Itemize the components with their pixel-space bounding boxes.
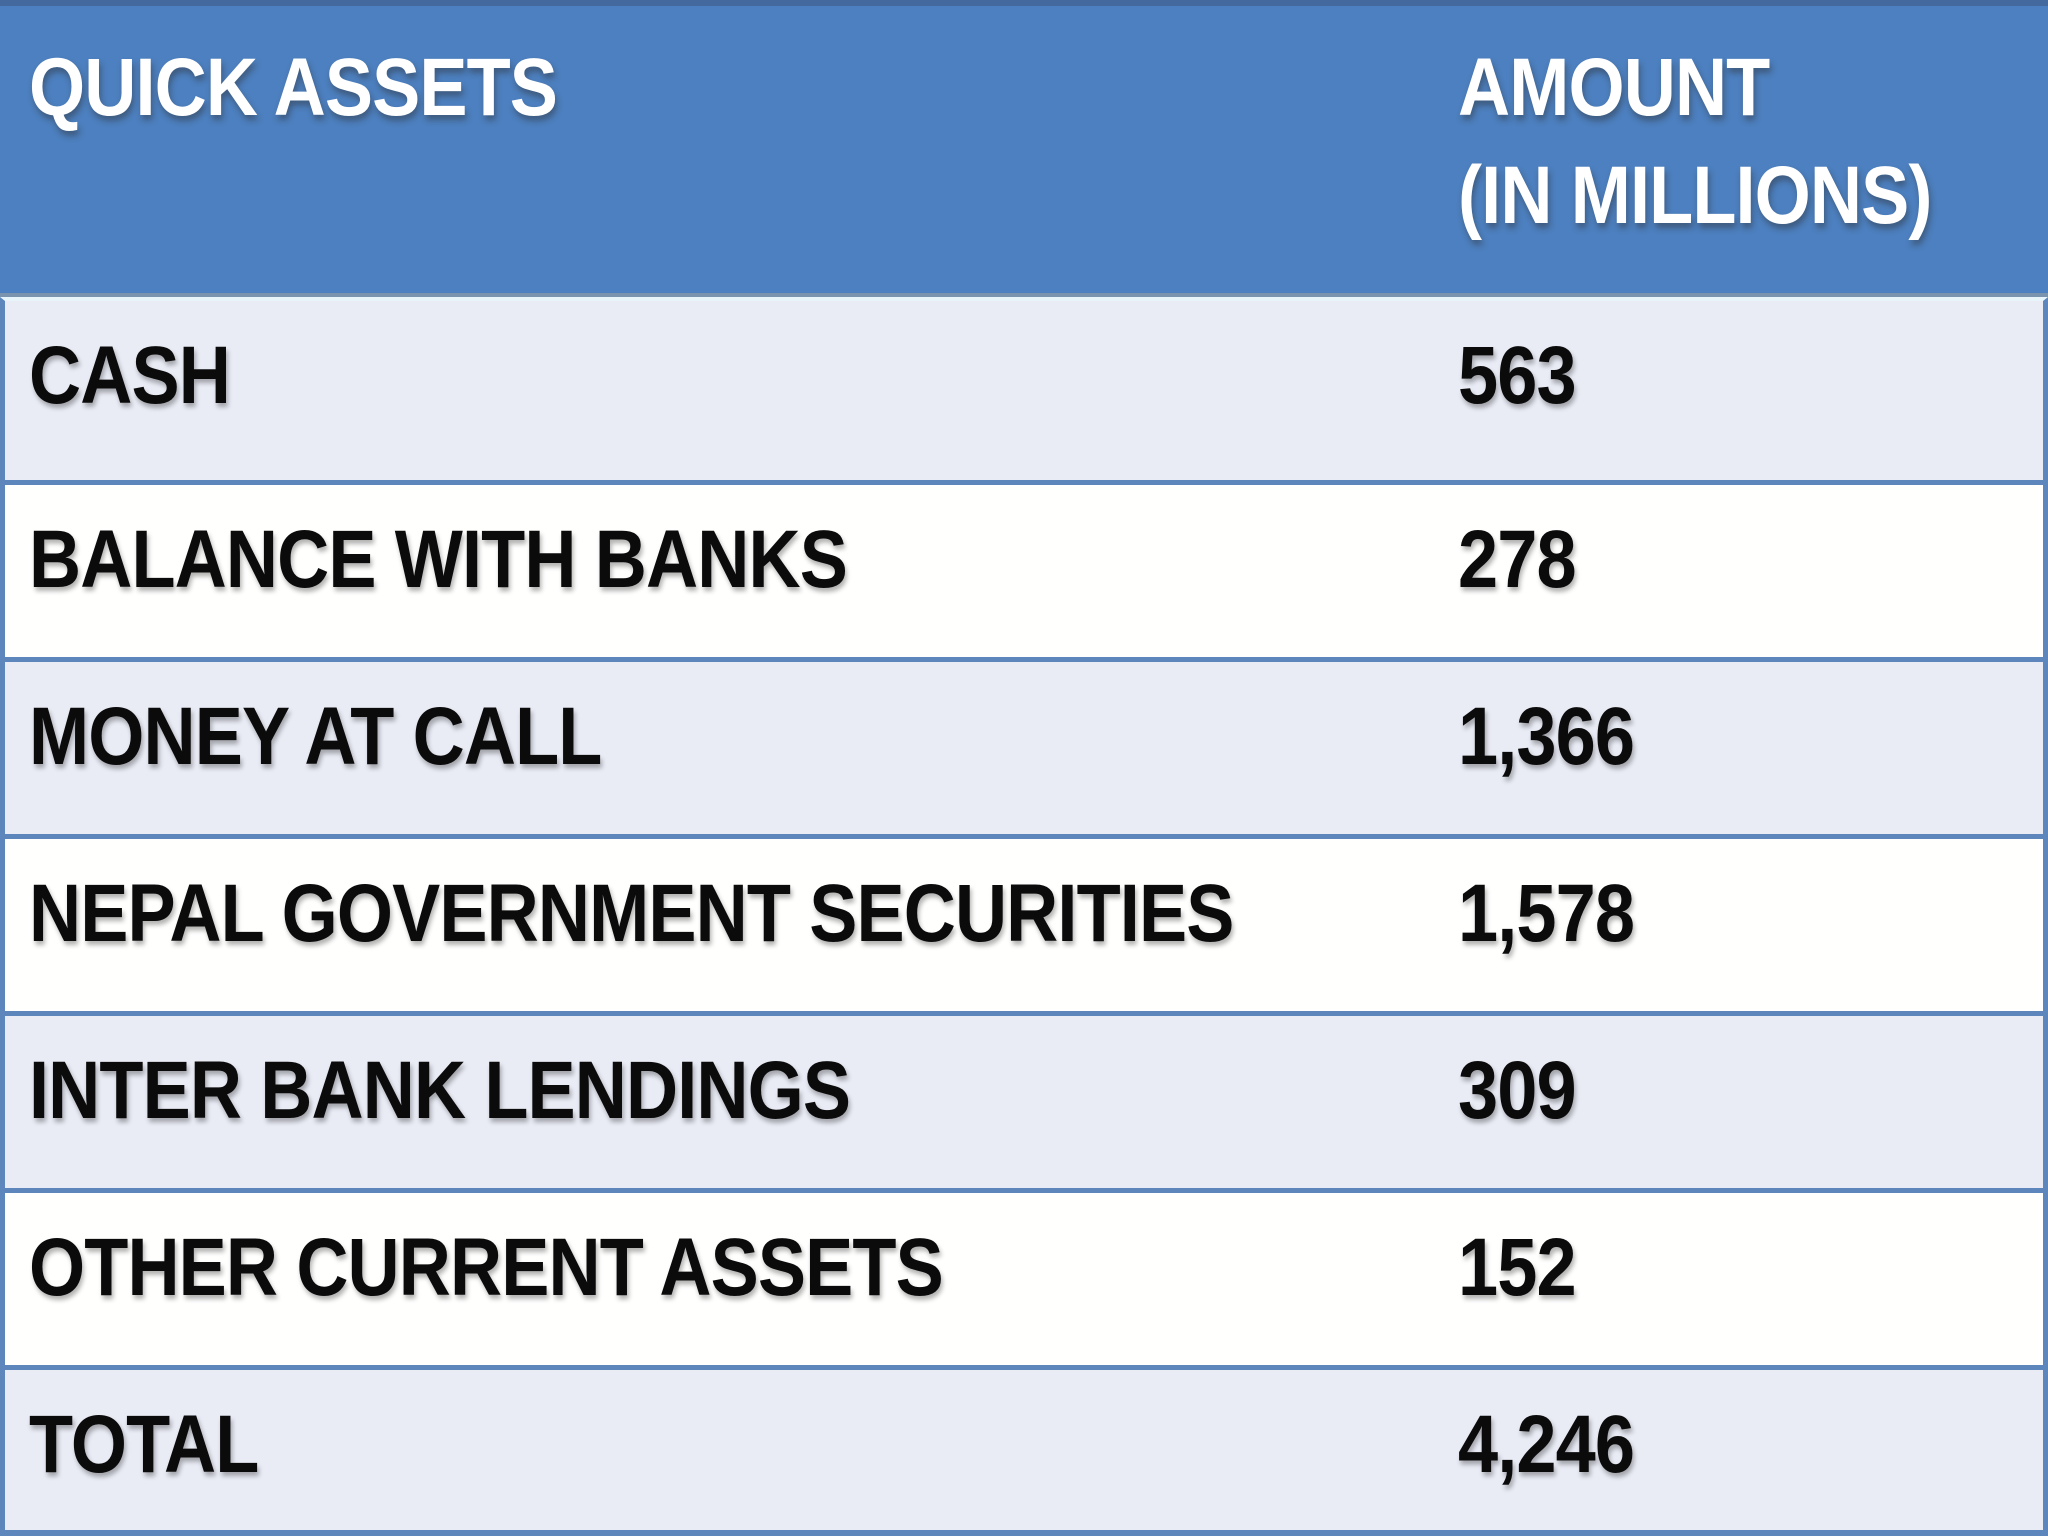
header-cell-amount: AMOUNT (IN MILLIONS) [1430, 6, 2048, 293]
asset-label-cell: MONEY AT CALL [5, 662, 1430, 834]
table-row-total: TOTAL 4,246 [0, 1365, 2048, 1536]
amount-value-cell: 309 [1430, 1016, 2043, 1188]
table-row: CASH 563 [0, 297, 2048, 480]
amount-value-cell: 1,578 [1430, 839, 2043, 1011]
amount-value: 309 [1458, 1045, 1577, 1136]
header-assets-label: QUICK ASSETS [29, 42, 558, 133]
amount-value: 152 [1458, 1222, 1577, 1313]
asset-label: BALANCE WITH BANKS [29, 514, 848, 605]
header-amount-line2: (IN MILLIONS) [1458, 150, 1932, 242]
total-amount-value: 4,246 [1458, 1399, 1635, 1490]
asset-label: INTER BANK LENDINGS [29, 1045, 851, 1136]
asset-label-cell: BALANCE WITH BANKS [5, 485, 1430, 657]
asset-label-cell: TOTAL [5, 1370, 1430, 1530]
header-amount-label: AMOUNT (IN MILLIONS) [1458, 34, 1932, 250]
header-cell-assets: QUICK ASSETS [5, 6, 1430, 293]
asset-label: NEPAL GOVERNMENT SECURITIES [29, 868, 1234, 959]
table-header-row: QUICK ASSETS AMOUNT (IN MILLIONS) [0, 0, 2048, 297]
amount-value: 1,366 [1458, 691, 1635, 782]
table-row: BALANCE WITH BANKS 278 [0, 480, 2048, 657]
asset-label-cell: NEPAL GOVERNMENT SECURITIES [5, 839, 1430, 1011]
asset-label-cell: CASH [5, 301, 1430, 480]
amount-value-cell: 152 [1430, 1193, 2043, 1365]
table-row: MONEY AT CALL 1,366 [0, 657, 2048, 834]
amount-value-cell: 278 [1430, 485, 2043, 657]
asset-label: MONEY AT CALL [29, 691, 602, 782]
amount-value: 563 [1458, 330, 1577, 421]
table-row: OTHER CURRENT ASSETS 152 [0, 1188, 2048, 1365]
amount-value-cell: 4,246 [1430, 1370, 2043, 1530]
amount-value-cell: 1,366 [1430, 662, 2043, 834]
total-label: TOTAL [29, 1399, 259, 1490]
asset-label: OTHER CURRENT ASSETS [29, 1222, 944, 1313]
table-row: INTER BANK LENDINGS 309 [0, 1011, 2048, 1188]
amount-value-cell: 563 [1430, 301, 2043, 480]
amount-value: 278 [1458, 514, 1577, 605]
header-amount-line1: AMOUNT [1458, 42, 1770, 133]
table-row: NEPAL GOVERNMENT SECURITIES 1,578 [0, 834, 2048, 1011]
asset-label: CASH [29, 330, 231, 421]
asset-label-cell: INTER BANK LENDINGS [5, 1016, 1430, 1188]
asset-label-cell: OTHER CURRENT ASSETS [5, 1193, 1430, 1365]
amount-value: 1,578 [1458, 868, 1635, 959]
